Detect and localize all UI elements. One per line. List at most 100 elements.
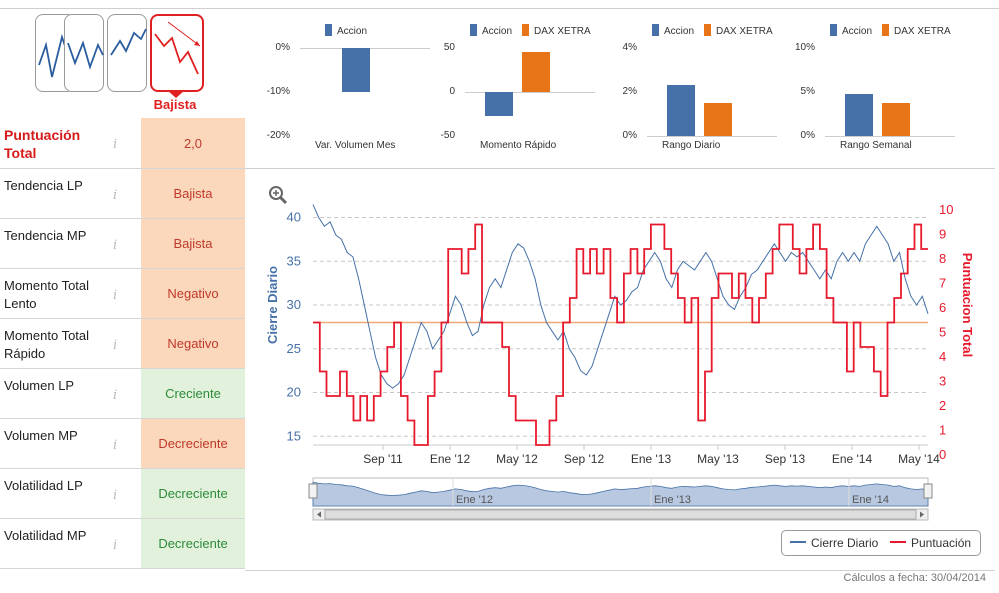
indicator-label: Momento Total Lento — [4, 278, 90, 311]
mini-caption: Rango Diario — [662, 140, 721, 151]
x-axis-label: Ene '12 — [430, 452, 471, 466]
left-axis-tick: 30 — [287, 297, 301, 312]
selected-pointer-icon — [167, 90, 185, 98]
mini-bar — [704, 103, 732, 136]
mini-y-tick: 0% — [622, 130, 637, 141]
mini-bar — [522, 52, 550, 92]
mini-legend-item: Accion — [652, 24, 694, 37]
indicator-value: Negativo — [141, 319, 245, 368]
x-axis-label: Ene '13 — [631, 452, 672, 466]
info-icon[interactable]: i — [113, 538, 118, 553]
x-axis-label: May '14 — [898, 452, 940, 466]
right-axis-tick: 4 — [939, 349, 946, 364]
info-icon[interactable]: i — [113, 188, 118, 203]
mini-legend-item: Accion — [470, 24, 512, 37]
trend-icon-lateral-bajista[interactable] — [107, 14, 147, 92]
mini-bar — [882, 102, 910, 136]
mini-legend-label: DAX XETRA — [894, 26, 951, 37]
right-axis-tick: 0 — [939, 447, 946, 462]
info-icon[interactable]: i — [113, 438, 118, 453]
legend-label-score: Puntuación — [911, 536, 972, 550]
chart-legend[interactable]: Cierre Diario Puntuación — [781, 530, 981, 556]
right-axis-title: Puntuacion Total — [960, 253, 975, 357]
indicator-row: Momento Total Rápido i Negativo — [0, 319, 245, 369]
right-axis-tick: 6 — [939, 300, 946, 315]
top-divider — [0, 8, 999, 9]
mini-legend: Accion DAX XETRA — [470, 24, 601, 37]
mini-legend-label: Accion — [842, 26, 873, 37]
legend-item-close[interactable]: Cierre Diario — [790, 536, 878, 550]
left-axis-tick: 15 — [287, 428, 301, 443]
mini-y-tick: 5% — [800, 86, 815, 97]
info-icon[interactable]: i — [113, 388, 118, 403]
navigator-handle[interactable] — [308, 483, 318, 499]
x-axis-label: Sep '11 — [363, 452, 403, 466]
legend-swatch — [325, 24, 332, 36]
indicator-row: Puntuación Total i 2,0 — [0, 118, 245, 169]
legend-label-close: Cierre Diario — [811, 536, 879, 550]
right-axis-tick: 5 — [939, 325, 946, 340]
legend-swatch — [652, 24, 659, 36]
indicator-value: Decreciente — [141, 469, 245, 518]
left-axis-tick: 40 — [287, 210, 301, 225]
indicator-label: Volatilidad MP — [4, 528, 87, 543]
x-axis-label: Sep '12 — [564, 452, 605, 466]
navigator-area — [312, 481, 929, 507]
legend-swatch — [830, 24, 837, 36]
indicator-row: Volumen LP i Creciente — [0, 369, 245, 419]
zoom-icon[interactable] — [268, 185, 288, 205]
legend-item-score[interactable]: Puntuación — [890, 536, 971, 550]
indicator-value: Creciente — [141, 369, 245, 418]
indicator-table: Puntuación Total i 2,0 Tendencia LP i Bajista… — [0, 118, 245, 569]
section-divider — [245, 168, 995, 169]
zigzag-mixed-icon — [110, 28, 147, 56]
info-icon[interactable]: i — [113, 488, 118, 503]
info-icon[interactable]: i — [113, 338, 118, 353]
indicator-label: Volumen LP — [4, 378, 75, 393]
mini-caption: Var. Volumen Mes — [315, 140, 396, 151]
navigator-label: Ene '12 — [456, 494, 493, 506]
mini-y-tick: -10% — [266, 86, 290, 97]
bottom-divider — [245, 570, 995, 571]
indicator-value: Decreciente — [141, 519, 245, 568]
series-line-puntuacion — [313, 223, 928, 446]
left-axis-tick: 25 — [287, 341, 301, 356]
mini-chart: Accion DAX XETRA 4% 2% 0% Rango Diario — [612, 18, 792, 158]
navigator-label: Ene '14 — [852, 494, 889, 506]
x-axis-label: Sep '13 — [765, 452, 806, 466]
info-icon[interactable]: i — [113, 288, 118, 303]
mini-y-tick: 4% — [622, 42, 637, 53]
mini-y-tick: 0% — [275, 42, 290, 53]
mini-legend-label: DAX XETRA — [716, 26, 773, 37]
left-axis-tick: 20 — [287, 385, 301, 400]
mini-bar — [342, 48, 370, 92]
indicator-row: Tendencia LP i Bajista — [0, 169, 245, 219]
right-axis-tick: 3 — [939, 374, 946, 389]
calc-date: Cálculos a fecha: 30/04/2014 — [843, 572, 987, 584]
legend-line-close — [790, 541, 806, 543]
mini-baseline — [647, 136, 777, 137]
x-axis-label: May '13 — [697, 452, 739, 466]
mini-caption: Rango Semanal — [840, 140, 912, 151]
series-line-cierre-diario — [312, 204, 929, 389]
scrollbar-thumb[interactable] — [324, 509, 917, 520]
trend-icon-lateral-alcista[interactable] — [64, 14, 104, 92]
mini-legend-label: Accion — [337, 26, 368, 37]
info-icon[interactable]: i — [113, 238, 118, 253]
indicator-row: Volatilidad MP i Decreciente — [0, 519, 245, 569]
right-axis-tick: 7 — [939, 276, 946, 291]
info-icon[interactable]: i — [113, 137, 118, 152]
mini-y-tick: -20% — [266, 130, 290, 141]
mini-legend-item: DAX XETRA — [882, 24, 951, 37]
mini-chart: Accion DAX XETRA 10% 5% 0% Rango Semanal — [790, 18, 970, 158]
scroll-right-icon — [920, 511, 924, 518]
right-axis-tick: 9 — [939, 227, 946, 242]
mini-legend-item: Accion — [325, 24, 368, 37]
indicator-value: Bajista — [141, 219, 245, 268]
mini-legend: Accion DAX XETRA — [652, 24, 783, 37]
trend-icon-bajista[interactable] — [150, 14, 204, 92]
x-axis-label: Ene '14 — [832, 452, 873, 466]
indicator-value: Bajista — [141, 169, 245, 218]
navigator-handle[interactable] — [923, 483, 933, 499]
